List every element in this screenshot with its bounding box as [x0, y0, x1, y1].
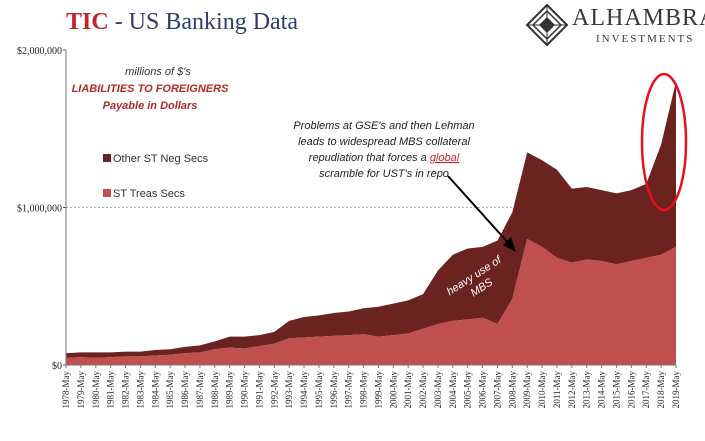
y-tick-label: $2,000,000 — [17, 46, 62, 57]
x-tick-label: 1982-May — [121, 371, 131, 409]
callout-arrow-head — [503, 237, 516, 252]
area-st-treas-secs — [66, 239, 676, 365]
x-tick-label: 2015-May — [611, 371, 621, 409]
chart-title: TIC - US Banking Data — [66, 4, 298, 40]
x-tick-label: 2010-May — [537, 371, 547, 409]
callout-line-4: scramble for UST's in repo — [319, 168, 449, 180]
legend-label-st-treas: ST Treas Secs — [113, 188, 185, 200]
diamond-emblem-icon — [526, 4, 568, 46]
x-tick-label: 2008-May — [507, 371, 517, 409]
x-tick-label: 1997-May — [344, 371, 354, 409]
x-tick-label: 1983-May — [135, 371, 145, 409]
liabilities-note: LIABILITIES TO FOREIGNERS — [72, 83, 230, 95]
x-tick-label: 2001-May — [403, 371, 413, 409]
x-tick-label: 1998-May — [359, 371, 369, 409]
gse-callout: Problems at GSE's and then Lehman leads … — [293, 120, 474, 180]
logo-name: ALHAMBRA — [572, 5, 705, 31]
x-tick-label: 2011-May — [552, 371, 562, 409]
x-tick-label: 2004-May — [448, 371, 458, 409]
area-other-st-neg-secs — [66, 81, 676, 358]
x-tick-label: 2007-May — [492, 371, 502, 409]
highlight-ellipse — [640, 72, 688, 212]
x-tick-label: 2017-May — [641, 371, 651, 409]
x-tick-label: 1987-May — [195, 371, 205, 409]
x-tick-label: 2009-May — [522, 371, 532, 409]
x-tick-label: 2016-May — [626, 371, 636, 409]
callout-arrow-line — [447, 175, 512, 247]
plot-area — [66, 81, 676, 365]
x-tick-label: 1980-May — [91, 371, 101, 409]
x-tick-label: 1991-May — [254, 371, 264, 409]
x-tick-label: 1989-May — [225, 371, 235, 409]
legend-label-other-st: Other ST Neg Secs — [113, 153, 209, 165]
callout-line-3: repudiation that forces a global — [309, 152, 460, 164]
x-tick-label: 2000-May — [388, 371, 398, 409]
x-tick-label: 1988-May — [210, 371, 220, 409]
units-note: millions of $'s — [125, 66, 191, 78]
logo-subtitle: INVESTMENTS — [596, 33, 695, 45]
x-tick-label: 1981-May — [106, 371, 116, 409]
legend-swatch-st-treas — [103, 189, 111, 197]
x-tick-label: 2019-May — [671, 371, 681, 409]
callout-line-3-text: repudiation that forces a — [309, 152, 430, 164]
x-tick-label: 1985-May — [165, 371, 175, 409]
x-tick-label: 1990-May — [240, 371, 250, 409]
title-rest: - US Banking Data — [108, 9, 298, 35]
callout-line-2: leads to widespread MBS collateral — [298, 136, 470, 148]
x-tick-label: 1996-May — [329, 371, 339, 409]
x-axis: 1978-May 1979-May 1980-May 1981-May 1982-May… — [61, 365, 681, 409]
x-tick-label: 2014-May — [597, 371, 607, 409]
x-tick-label: 2012-May — [567, 371, 577, 409]
alhambra-logo: ALHAMBRA INVESTMENTS — [526, 4, 705, 48]
x-tick-label: 1994-May — [299, 371, 309, 409]
x-tick-label: 2018-May — [656, 371, 666, 409]
x-tick-label: 1979-May — [76, 371, 86, 409]
x-tick-label: 2005-May — [463, 371, 473, 409]
payable-note: Payable in Dollars — [103, 100, 198, 112]
x-tick-label: 1992-May — [269, 371, 279, 409]
axis-lines — [65, 50, 676, 366]
callout-line-1: Problems at GSE's and then Lehman — [293, 120, 474, 132]
x-tick-label: 2003-May — [433, 371, 443, 409]
x-tick-label: 1999-May — [373, 371, 383, 409]
y-tick-label: $1,000,000 — [17, 204, 62, 215]
x-tick-label: 1995-May — [314, 371, 324, 409]
x-tick-label: 2002-May — [418, 371, 428, 409]
legend-swatch-other-st — [103, 154, 111, 162]
title-tic: TIC — [66, 9, 109, 35]
x-tick-label: 1978-May — [61, 371, 71, 409]
x-tick-label: 2006-May — [478, 371, 488, 409]
x-tick-label: 1993-May — [284, 371, 294, 409]
y-tick-label: $0 — [52, 361, 62, 372]
x-tick-label: 2013-May — [582, 371, 592, 409]
callout-emphasis: global — [430, 152, 460, 164]
x-tick-label: 1984-May — [150, 371, 160, 409]
x-tick-label: 1986-May — [180, 371, 190, 409]
